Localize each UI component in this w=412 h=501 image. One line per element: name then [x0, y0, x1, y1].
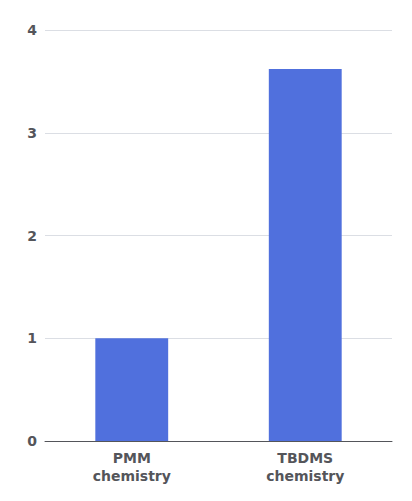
- svg-text:chemistry: chemistry: [93, 468, 171, 484]
- svg-text:chemistry: chemistry: [266, 468, 344, 484]
- svg-text:PMM: PMM: [113, 450, 151, 466]
- svg-text:3: 3: [27, 125, 37, 141]
- svg-text:1: 1: [27, 330, 37, 346]
- svg-text:2: 2: [27, 228, 37, 244]
- svg-text:4: 4: [27, 22, 37, 38]
- svg-text:TBDMS: TBDMS: [277, 450, 333, 466]
- svg-text:0: 0: [27, 433, 37, 449]
